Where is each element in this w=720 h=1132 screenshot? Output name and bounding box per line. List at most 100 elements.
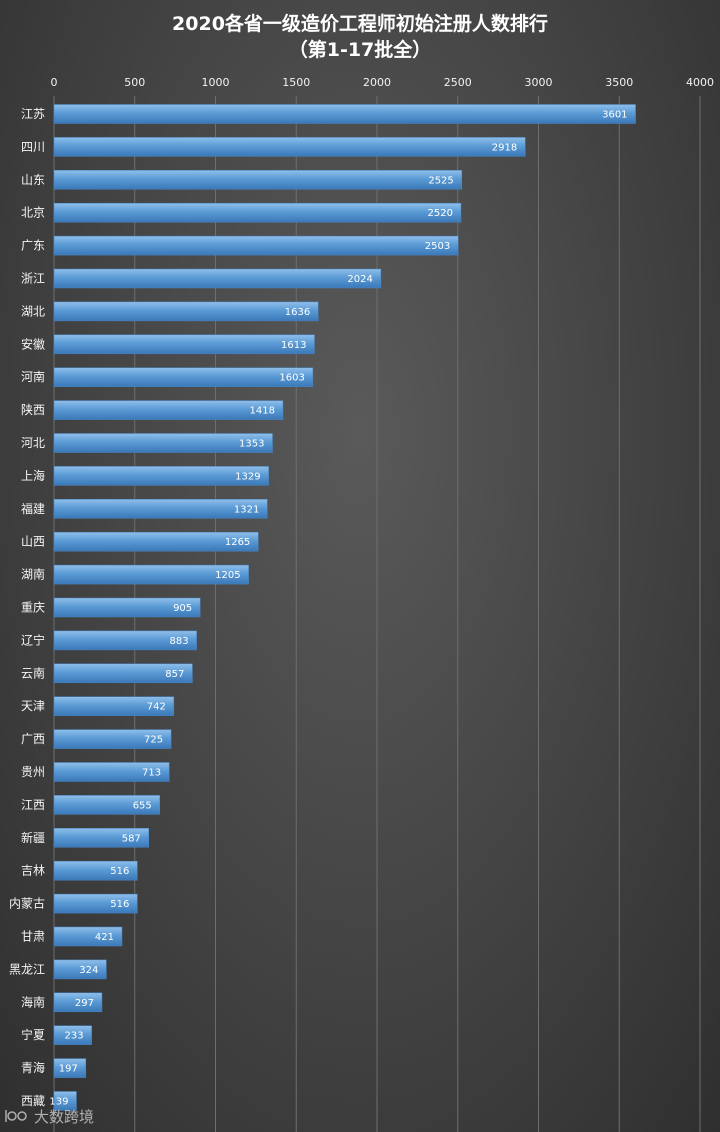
gridlines [53,96,701,1132]
bar [53,170,463,190]
category-label: 内蒙古 [9,896,45,911]
category-label: 辽宁 [21,632,45,647]
category-label: 西藏 [21,1094,45,1108]
chart-subtitle: （第1-17批全） [289,38,432,61]
bar [53,762,170,782]
data-label: 2024 [347,274,372,285]
category-label: 青海 [21,1060,45,1075]
bar [53,1025,92,1045]
data-label: 139 [49,1097,68,1108]
bar [53,696,175,716]
data-label: 1603 [279,373,304,384]
bar [53,367,314,387]
bar [53,334,315,355]
data-label: 421 [95,932,114,943]
watermark: 大数跨境 [5,1108,94,1126]
category-label: 福建 [21,501,45,516]
x-tick-label: 2500 [444,76,472,89]
category-label: 云南 [21,665,45,680]
bar [53,630,197,651]
bars [53,104,636,1111]
bar [53,104,636,124]
data-label: 883 [170,636,189,647]
category-label: 河南 [21,369,45,384]
data-label: 1353 [239,439,264,450]
category-label: 重庆 [21,601,45,615]
category-label: 山东 [21,173,45,187]
x-tick-label: 4000 [686,76,714,89]
category-label: 湖南 [21,567,45,582]
category-label: 江西 [21,798,45,812]
bar [53,860,138,881]
bar [53,499,268,519]
data-label: 3601 [602,110,627,121]
data-label: 587 [122,833,141,844]
data-label: 857 [165,669,184,680]
data-label: 725 [144,735,163,746]
category-label: 湖北 [21,303,45,318]
category-label: 贵州 [21,765,45,779]
bar [53,1091,77,1111]
x-tick-label: 1000 [202,76,230,89]
x-tick-label: 2000 [363,76,391,89]
bar [53,663,193,684]
bar [53,564,249,585]
data-label: 2520 [428,208,453,219]
data-label: 655 [133,800,152,811]
category-label: 吉林 [21,864,45,878]
data-label: 297 [75,998,94,1009]
category-label: 宁夏 [21,1027,45,1042]
category-label: 上海 [21,468,45,483]
bar [53,959,107,980]
x-tick-label: 3500 [605,76,633,89]
bar [53,828,150,848]
category-label: 广东 [21,239,45,253]
bar [53,1058,87,1078]
category-label: 黑龙江 [9,962,45,976]
data-label: 742 [147,702,166,713]
bar [53,597,201,618]
data-label: 1636 [285,307,310,318]
data-label: 1418 [250,406,275,417]
category-label: 北京 [21,206,45,220]
category-label: 海南 [21,994,45,1009]
data-label: 1329 [235,471,260,482]
bar [53,301,319,322]
bar [53,992,103,1013]
chart-title: 2020各省一级造价工程师初始注册人数排行 [172,12,548,35]
data-labels: 3601 2918 2525 2520 2503 2024 1636 1613 1603 1418… [49,110,627,1108]
category-labels: 江苏四川山东北京广东浙江湖北安徽河南陕西河北上海福建山西湖南重庆辽宁云南天津广西… [9,107,45,1108]
data-label: 1321 [234,504,259,515]
data-label: 1265 [225,537,250,548]
data-label: 2918 [492,142,517,153]
x-tick-label: 3000 [525,76,553,89]
data-label: 713 [142,768,161,779]
x-axis-ticks: 0 500 1000 1500 2000 2500 3000 3500 4000 [51,76,715,89]
category-label: 浙江 [21,272,45,286]
x-tick-label: 0 [51,76,58,89]
data-label: 2503 [425,241,450,252]
bar [53,433,273,453]
category-label: 江苏 [21,107,45,121]
data-label: 905 [173,603,192,614]
bar [53,926,123,947]
data-label: 1613 [281,340,306,351]
category-label: 甘肃 [21,930,45,944]
category-label: 新疆 [21,830,45,845]
bar [53,268,382,289]
bar [53,235,459,256]
data-label: 324 [79,965,98,976]
bar [53,202,462,223]
x-tick-label: 500 [124,76,145,89]
bar [53,400,284,420]
category-label: 安徽 [21,336,45,351]
bar [53,531,259,552]
x-tick-label: 1500 [282,76,310,89]
bar [53,893,138,914]
logo-icon [5,1110,27,1122]
category-label: 四川 [21,140,45,154]
data-label: 2525 [428,175,453,186]
bar [53,466,269,486]
bar [53,729,172,749]
data-label: 197 [59,1064,78,1075]
